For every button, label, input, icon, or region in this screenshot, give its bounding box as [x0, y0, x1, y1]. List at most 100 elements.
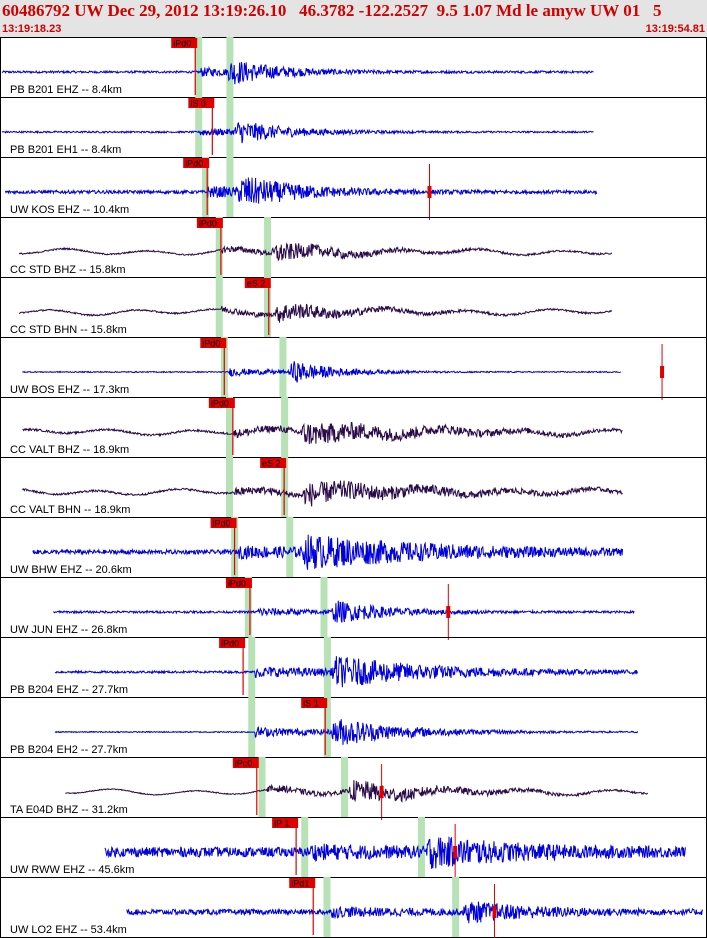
- p-window-marker: [195, 97, 203, 157]
- waveform: [54, 719, 639, 745]
- s-window-marker: [264, 277, 272, 337]
- pick-label-box: [210, 518, 237, 528]
- amplitude-marker-box: [379, 786, 384, 798]
- p-window-marker: [226, 457, 234, 517]
- p-window-marker: [202, 157, 210, 217]
- s-window-marker: [323, 637, 331, 697]
- p-window-marker: [248, 637, 256, 697]
- pick-label-box: [272, 818, 299, 828]
- station-label: UW LO2 EHZ -- 53.4km: [10, 924, 127, 936]
- header-bar: 60486792 UW Dec 29, 2012 13:19:26.10 46.…: [0, 0, 707, 37]
- trace-row: iPd0 CC VALT BHZ -- 18.9km: [0, 397, 707, 457]
- s-window-marker: [286, 517, 294, 577]
- waveform: [52, 600, 635, 623]
- station-label: PB B201 EHZ -- 8.4km: [10, 84, 122, 96]
- amplitude-marker-box: [453, 846, 458, 858]
- waveform: [18, 242, 613, 262]
- pick-label-box: [171, 38, 198, 48]
- waveform: [18, 303, 612, 323]
- s-window-marker: [452, 877, 460, 937]
- p-window-marker: [301, 817, 309, 877]
- station-label: PB B204 EHZ -- 27.7km: [10, 684, 128, 696]
- pick-label: iP 1: [274, 819, 289, 829]
- p-window-marker: [226, 397, 234, 457]
- trace-row: iS 1 PB B204 EH2 -- 27.7km: [0, 697, 707, 757]
- s-window-marker: [226, 37, 234, 97]
- station-label: CC VALT BHN -- 18.9km: [10, 504, 130, 516]
- pick-label: iPd0: [202, 339, 220, 349]
- trace-row: iPd0 UW BHW EHZ -- 20.6km: [0, 517, 707, 577]
- amplitude-marker-box: [492, 906, 497, 918]
- s-window-marker: [417, 817, 425, 877]
- p-window-marker: [248, 697, 256, 757]
- s-window-marker: [320, 577, 328, 637]
- waveform: [104, 836, 686, 869]
- pick-label: iPd1: [291, 879, 309, 889]
- p-window-marker: [215, 217, 223, 277]
- trace-row: iPd0 CC STD BHZ -- 15.8km: [0, 217, 707, 277]
- pick-label: iPd0: [199, 219, 217, 229]
- pick-label-box: [208, 398, 235, 408]
- trace-row: iPd0 PB B201 EHZ -- 8.4km: [1, 37, 594, 97]
- waveform: [32, 534, 624, 570]
- station-label: UW JUN EHZ -- 26.8km: [10, 624, 127, 636]
- waveform: [54, 656, 639, 688]
- pick-label: iPd0: [221, 639, 239, 649]
- s-window-marker: [279, 337, 287, 397]
- station-label: UW BOS EHZ -- 17.3km: [10, 384, 129, 396]
- p-window-marker: [215, 277, 223, 337]
- waveform: [4, 177, 598, 204]
- trace-row: iPd1 UW LO2 EHZ -- 53.4km: [0, 877, 707, 938]
- trace-row: iPd0 UW JUN EHZ -- 26.8km: [0, 577, 707, 640]
- waveform: [1, 122, 594, 144]
- station-label: PB B204 EH2 -- 27.7km: [10, 744, 127, 756]
- pick-label-box: [183, 158, 210, 168]
- station-label: CC VALT BHZ -- 18.9km: [10, 444, 129, 456]
- station-label: PB B201 EH1 -- 8.4km: [10, 144, 121, 156]
- station-label: UW BHW EHZ -- 20.6km: [10, 564, 132, 576]
- pick-label-box: [289, 878, 316, 888]
- start-time: 13:19:18.23: [2, 23, 62, 35]
- station-label: CC STD BHZ -- 15.8km: [10, 264, 126, 276]
- amplitude-marker-box: [427, 186, 432, 198]
- s-window-marker: [323, 697, 331, 757]
- station-label: UW RWW EHZ -- 45.6km: [10, 864, 134, 876]
- pick-label-box: [301, 698, 328, 708]
- trace-row: eS 2 CC STD BHN -- 15.8km: [0, 277, 707, 337]
- p-window-marker: [258, 757, 266, 817]
- pick-label-box: [244, 278, 271, 288]
- waveform: [65, 780, 649, 804]
- station-label: TA E04D BHZ -- 31.2km: [10, 804, 128, 816]
- pick-label: eS 2: [247, 279, 266, 289]
- p-window-marker: [323, 877, 331, 937]
- amplitude-marker-box: [446, 606, 451, 618]
- pick-label-box: [219, 638, 246, 648]
- p-window-marker: [244, 577, 252, 637]
- pick-label: iPc0: [235, 759, 253, 769]
- pick-label-box: [225, 578, 252, 588]
- amplitude-marker-box: [660, 366, 665, 378]
- trace-row: iP 1 UW RWW EHZ -- 45.6km: [0, 817, 707, 880]
- pick-label: iPd0: [185, 159, 203, 169]
- pick-label-box: [260, 458, 287, 468]
- pick-label: iPd0: [173, 39, 191, 49]
- waveform: [22, 480, 623, 507]
- waveform: [22, 421, 623, 445]
- pick-label: eS 2: [262, 459, 281, 469]
- waveform: [1, 62, 594, 85]
- s-window-marker: [281, 397, 289, 457]
- pick-label: iS 0: [190, 99, 206, 109]
- trace-row: iS 0 PB B201 EH1 -- 8.4km: [0, 97, 707, 157]
- station-label: UW KOS EHZ -- 10.4km: [10, 204, 129, 216]
- s-window-marker: [226, 157, 234, 217]
- trace-row: eS 2 CC VALT BHN -- 18.9km: [0, 457, 707, 517]
- station-label: CC STD BHN -- 15.8km: [10, 324, 127, 336]
- p-window-marker: [195, 37, 203, 97]
- pick-label: iPd0: [213, 519, 231, 529]
- s-window-marker: [226, 97, 234, 157]
- pick-label: iPd0: [228, 579, 246, 589]
- trace-row: iPd0 PB B204 EHZ -- 27.7km: [0, 637, 707, 697]
- pick-label-box: [196, 218, 223, 228]
- trace-row: iPd0 UW KOS EHZ -- 10.4km: [0, 157, 707, 220]
- pick-label: iPd0: [211, 399, 229, 409]
